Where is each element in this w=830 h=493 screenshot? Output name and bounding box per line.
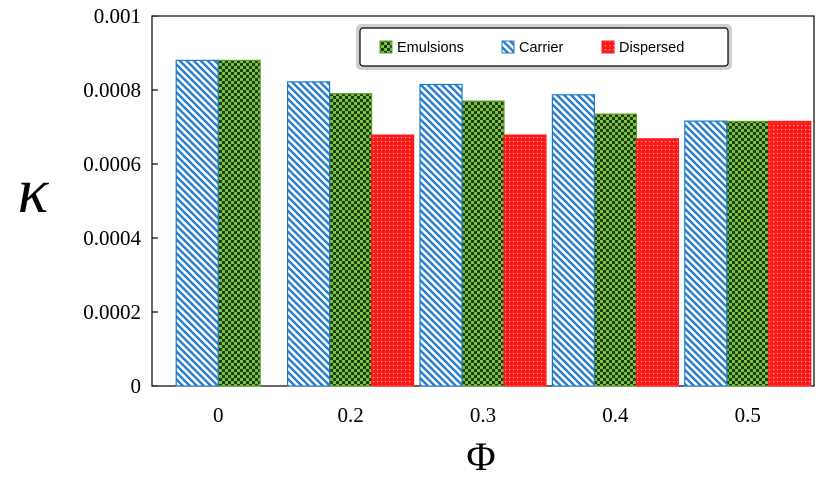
bar-carrier-0_4	[551, 94, 596, 387]
legend-box	[359, 27, 729, 67]
y-tick-label: 0.0008	[83, 78, 141, 102]
legend-swatch-carrier	[501, 40, 515, 54]
legend-swatch-dispersed	[601, 40, 615, 54]
x-axis-title: Φ	[466, 434, 495, 479]
legend-label-carrier: Carrier	[519, 40, 563, 56]
x-tick-label: 0.3	[470, 403, 496, 427]
legend: Emulsions Carrier Dispersed	[356, 24, 732, 70]
bar-emulsions-0	[217, 59, 261, 387]
y-tick-label: 0.0002	[83, 300, 141, 324]
bar-emulsions-0_5	[726, 120, 770, 387]
legend-swatch-emulsions	[379, 40, 393, 54]
bar-emulsions-0_3	[461, 100, 505, 387]
legend-label-dispersed: Dispersed	[619, 40, 684, 56]
bar-dispersed-0_5	[768, 120, 812, 387]
bar-dispersed-0_4	[635, 138, 680, 387]
y-tick-label: 0.001	[94, 4, 141, 28]
bar-carrier-0_3	[419, 83, 463, 387]
x-tick-label: 0.2	[337, 403, 363, 427]
x-tick-label: 0.4	[602, 403, 629, 427]
y-tick-label: 0.0006	[83, 152, 141, 176]
bar-carrier-0	[175, 59, 219, 387]
bar-dispersed-0_2	[371, 134, 415, 387]
y-tick-label: 0.0004	[83, 226, 141, 250]
bar-carrier-0_2	[287, 81, 331, 387]
x-tick-label: 0.5	[735, 403, 761, 427]
bar-emulsions-0_2	[329, 93, 373, 387]
bar-dispersed-0_3	[503, 134, 547, 387]
bar-emulsions-0_4	[593, 113, 638, 387]
legend-label-emulsions: Emulsions	[397, 40, 464, 56]
bar-carrier-0_5	[684, 120, 728, 387]
y-axis-title: κ	[18, 155, 50, 226]
x-tick-label: 0	[213, 403, 224, 427]
y-tick-label: 0	[131, 374, 142, 398]
